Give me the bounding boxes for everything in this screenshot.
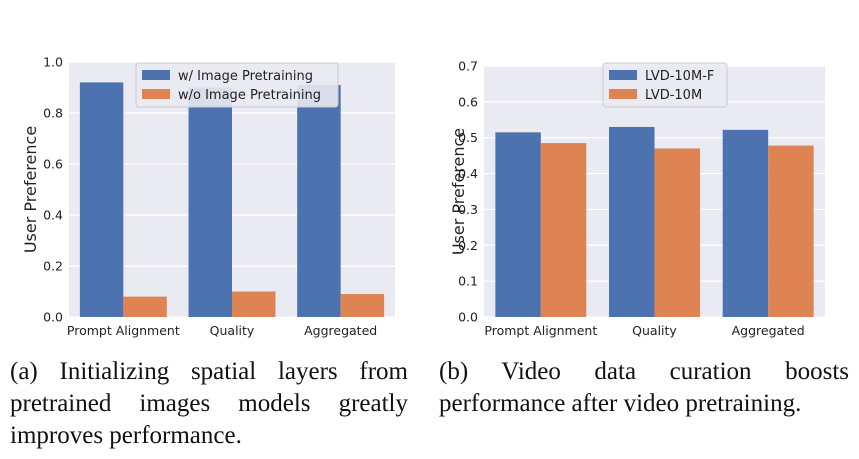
legend-box xyxy=(135,62,339,108)
y-axis-label: User Preference xyxy=(449,128,468,255)
caption-b: (b) Video data curation boosts performan… xyxy=(439,358,849,417)
x-tick-label: Prompt Alignment xyxy=(484,323,597,338)
bar xyxy=(654,148,700,317)
bar xyxy=(495,132,541,317)
bar xyxy=(540,143,587,317)
caption-a: (a) Initializing spatial layers from pre… xyxy=(10,358,408,449)
bar xyxy=(297,84,341,317)
legend-label: w/ Image Pretraining xyxy=(178,69,313,84)
x-tick-label: Aggregated xyxy=(304,323,377,338)
legend-label: LVD-10M xyxy=(645,88,702,103)
x-tick-label: Quality xyxy=(210,323,255,338)
legend-label: w/o Image Pretraining xyxy=(178,88,321,103)
bar xyxy=(79,82,124,318)
y-tick-label: 0.5 xyxy=(458,130,478,145)
bar xyxy=(609,126,655,317)
y-tick-label: 0.4 xyxy=(43,208,63,223)
legend-swatch xyxy=(142,89,170,99)
y-axis-label: User Preference xyxy=(21,126,40,253)
x-tick-label: Aggregated xyxy=(732,323,805,338)
chart-b: 0.0 0.1 0.2 0.3 0.4 0.5 0.6 0.7 User Preference P… xyxy=(449,59,825,338)
bar xyxy=(768,145,814,317)
y-tick-label: 0.0 xyxy=(43,310,63,325)
bar xyxy=(188,87,232,317)
bar xyxy=(722,129,769,317)
y-tick-label: 0.4 xyxy=(458,166,478,181)
y-tick-label: 0.2 xyxy=(43,259,63,274)
y-tick-label: 0.6 xyxy=(458,94,478,109)
x-tick-label: Quality xyxy=(632,323,677,338)
y-tick-label: 0.0 xyxy=(458,310,478,325)
y-tick-label: 0.6 xyxy=(43,157,63,172)
y-tick-label: 1.0 xyxy=(43,55,63,70)
y-tick-label: 0.8 xyxy=(43,106,63,121)
legend-swatch xyxy=(609,70,637,80)
bar xyxy=(123,296,167,317)
chart-a: 0.0 0.2 0.4 0.6 0.8 1.0 User Preference Prompt … xyxy=(21,55,395,338)
legend-swatch xyxy=(142,70,170,80)
x-tick-label: Prompt Alignment xyxy=(67,323,180,338)
bar xyxy=(232,291,276,317)
legend-label: LVD-10M-F xyxy=(645,69,714,84)
y-tick-label: 0.7 xyxy=(458,59,478,74)
legend-swatch xyxy=(609,89,637,99)
y-tick-label: 0.3 xyxy=(458,202,478,217)
y-tick-label: 0.2 xyxy=(458,238,478,253)
y-tick-label: 0.1 xyxy=(458,274,478,289)
bar xyxy=(340,294,385,317)
